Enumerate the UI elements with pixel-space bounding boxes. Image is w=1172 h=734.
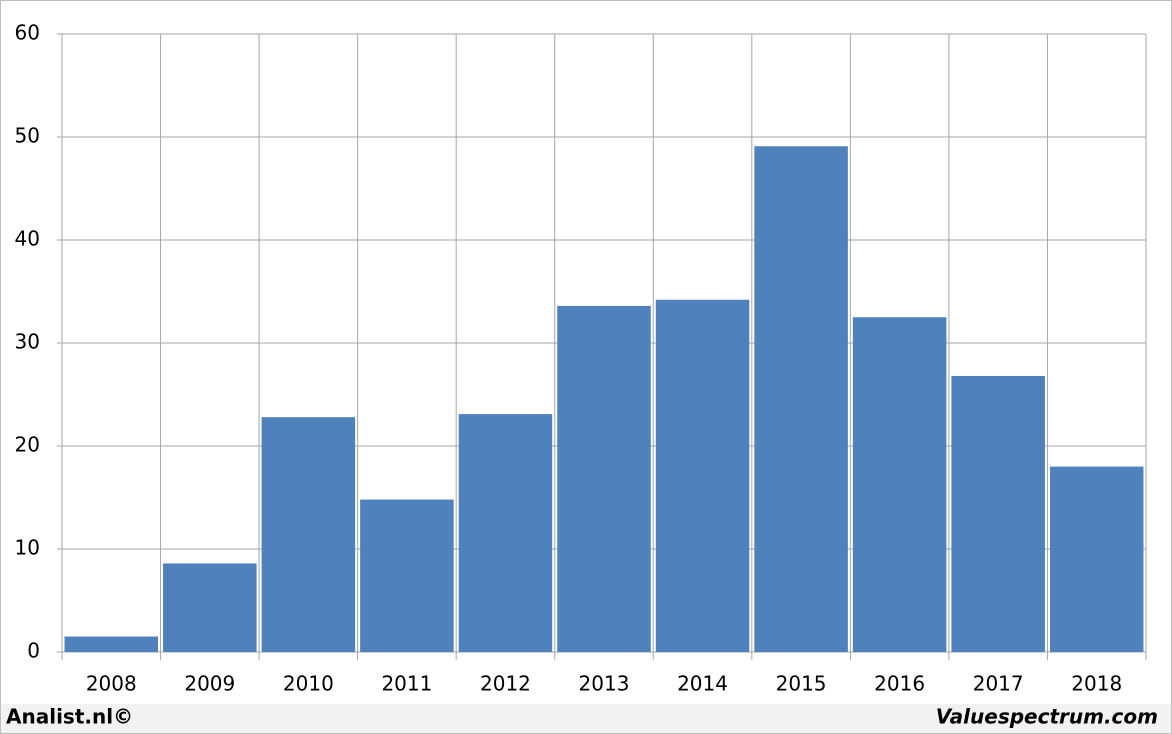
x-tick-label: 2016 xyxy=(874,672,925,696)
y-tick-label: 30 xyxy=(15,330,40,354)
bar xyxy=(754,146,848,652)
x-tick-label: 2013 xyxy=(579,672,630,696)
footer-right: Valuespectrum.com xyxy=(936,705,1158,729)
y-tick-label: 40 xyxy=(15,227,40,251)
y-tick-label: 50 xyxy=(15,124,40,148)
bar xyxy=(951,375,1045,652)
y-tick-label: 0 xyxy=(27,639,40,663)
x-tick-label: 2017 xyxy=(973,672,1024,696)
x-tick-label: 2018 xyxy=(1071,672,1122,696)
bar xyxy=(261,417,356,652)
x-tick-label: 2008 xyxy=(86,672,137,696)
x-tick-label: 2011 xyxy=(381,672,432,696)
x-tick-label: 2012 xyxy=(480,672,531,696)
bar xyxy=(163,563,257,652)
bar xyxy=(360,499,454,652)
footer-band xyxy=(1,704,1171,733)
y-tick-label: 20 xyxy=(15,433,40,457)
bar xyxy=(655,299,750,652)
x-tick-label: 2015 xyxy=(776,672,827,696)
y-tick-label: 60 xyxy=(15,21,40,45)
y-tick-label: 10 xyxy=(15,536,40,560)
x-tick-label: 2014 xyxy=(677,672,728,696)
x-tick-label: 2009 xyxy=(184,672,235,696)
x-tick-label: 2010 xyxy=(283,672,334,696)
bar xyxy=(1049,466,1144,652)
bar xyxy=(852,317,947,652)
bar xyxy=(557,305,651,652)
footer-left: Analist.nl© xyxy=(6,705,133,729)
bar xyxy=(64,636,159,652)
bar xyxy=(458,414,553,652)
